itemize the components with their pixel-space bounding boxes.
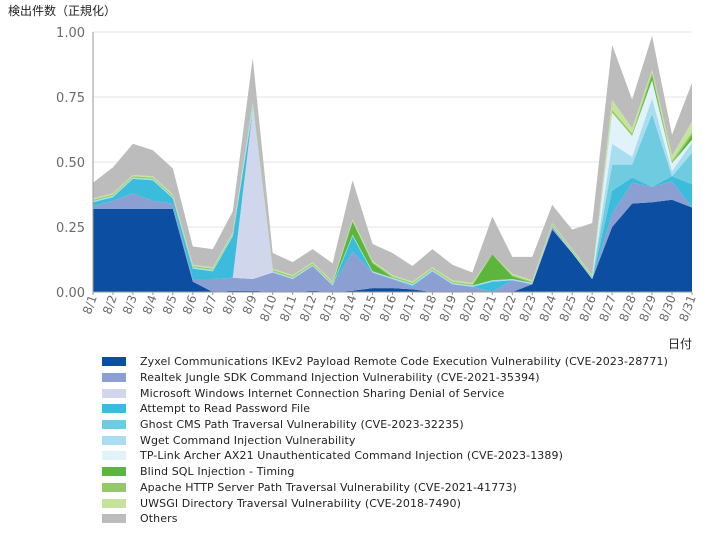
legend-swatch — [102, 498, 126, 508]
legend-swatch — [102, 514, 126, 524]
area-series-1 — [93, 181, 692, 292]
x-tick-label: 8/31 — [676, 293, 698, 323]
legend-item: Attempt to Read Password File — [102, 401, 668, 417]
legend-label: Realtek Jungle SDK Command Injection Vul… — [140, 371, 540, 385]
area-series-group — [93, 35, 692, 292]
legend-item: Apache HTTP Server Path Traversal Vulner… — [102, 480, 668, 496]
y-axis-title: 検出件数（正規化） — [8, 3, 116, 18]
legend-item: TP-Link Archer AX21 Unauthenticated Comm… — [102, 448, 668, 464]
legend-item: Others — [102, 511, 668, 527]
legend-item: Wget Command Injection Vulnerability — [102, 432, 668, 448]
x-tick-label: 8/8 — [220, 293, 240, 316]
legend-label: Blind SQL Injection - Timing — [140, 465, 295, 479]
x-tick-label: 8/1 — [80, 293, 100, 316]
legend-label: Wget Command Injection Vulnerability — [140, 433, 356, 447]
x-tick-label: 8/5 — [160, 293, 180, 316]
legend-label: Attempt to Read Password File — [140, 402, 311, 416]
legend-swatch — [102, 420, 126, 430]
x-tick-label: 8/2 — [100, 293, 120, 316]
x-tick-label: 8/4 — [140, 293, 160, 316]
legend-swatch — [102, 404, 126, 414]
y-tick-label: 1.00 — [56, 26, 85, 41]
legend-item: Zyxel Communications IKEv2 Payload Remot… — [102, 354, 668, 370]
legend-label: Others — [140, 512, 178, 526]
legend-label: TP-Link Archer AX21 Unauthenticated Comm… — [140, 449, 563, 463]
x-tick-label: 8/3 — [120, 293, 140, 316]
x-axis-title: 日付 — [668, 337, 692, 350]
legend-label: Ghost CMS Path Traversal Vulnerability (… — [140, 418, 464, 432]
y-tick-label: 0.50 — [56, 156, 85, 171]
legend-swatch — [102, 357, 126, 367]
y-tick-label: 0.75 — [56, 91, 85, 106]
legend-swatch — [102, 435, 126, 445]
legend-label: UWSGI Directory Traversal Vulnerability … — [140, 496, 462, 510]
legend-label: Microsoft Windows Internet Connection Sh… — [140, 386, 505, 400]
y-tick-label: 0.25 — [56, 221, 85, 236]
legend-swatch — [102, 482, 126, 492]
y-tick-label: 0.00 — [56, 286, 85, 301]
legend-label: Zyxel Communications IKEv2 Payload Remot… — [140, 355, 668, 369]
x-tick-labels: 8/1 8/2 8/3 8/4 8/5 8/6 8/7 8/8 8/98/108/118/128… — [80, 292, 699, 323]
area-series-0 — [93, 199, 692, 292]
area-series-2 — [93, 110, 692, 292]
legend-swatch — [102, 373, 126, 383]
legend-item: Blind SQL Injection - Timing — [102, 464, 668, 480]
legend: Zyxel Communications IKEv2 Payload Remot… — [102, 354, 668, 527]
legend-item: Ghost CMS Path Traversal Vulnerability (… — [102, 417, 668, 433]
x-tick-label: 8/7 — [200, 293, 220, 316]
legend-swatch — [102, 451, 126, 461]
legend-item: Microsoft Windows Internet Connection Sh… — [102, 385, 668, 401]
x-tick-label: 8/9 — [240, 293, 260, 316]
y-tick-labels: 0.00 0.25 0.50 0.75 1.00 — [56, 26, 85, 301]
legend-label: Apache HTTP Server Path Traversal Vulner… — [140, 480, 517, 494]
chart-svg: 検出件数（正規化） 0.000.250.500.751.00 8/1 8/2 8/3… — [8, 3, 699, 351]
legend-swatch — [102, 388, 126, 398]
legend-item: UWSGI Directory Traversal Vulnerability … — [102, 495, 668, 511]
legend-swatch — [102, 467, 126, 477]
x-tick-label: 8/6 — [180, 293, 200, 316]
legend-item: Realtek Jungle SDK Command Injection Vul… — [102, 370, 668, 386]
